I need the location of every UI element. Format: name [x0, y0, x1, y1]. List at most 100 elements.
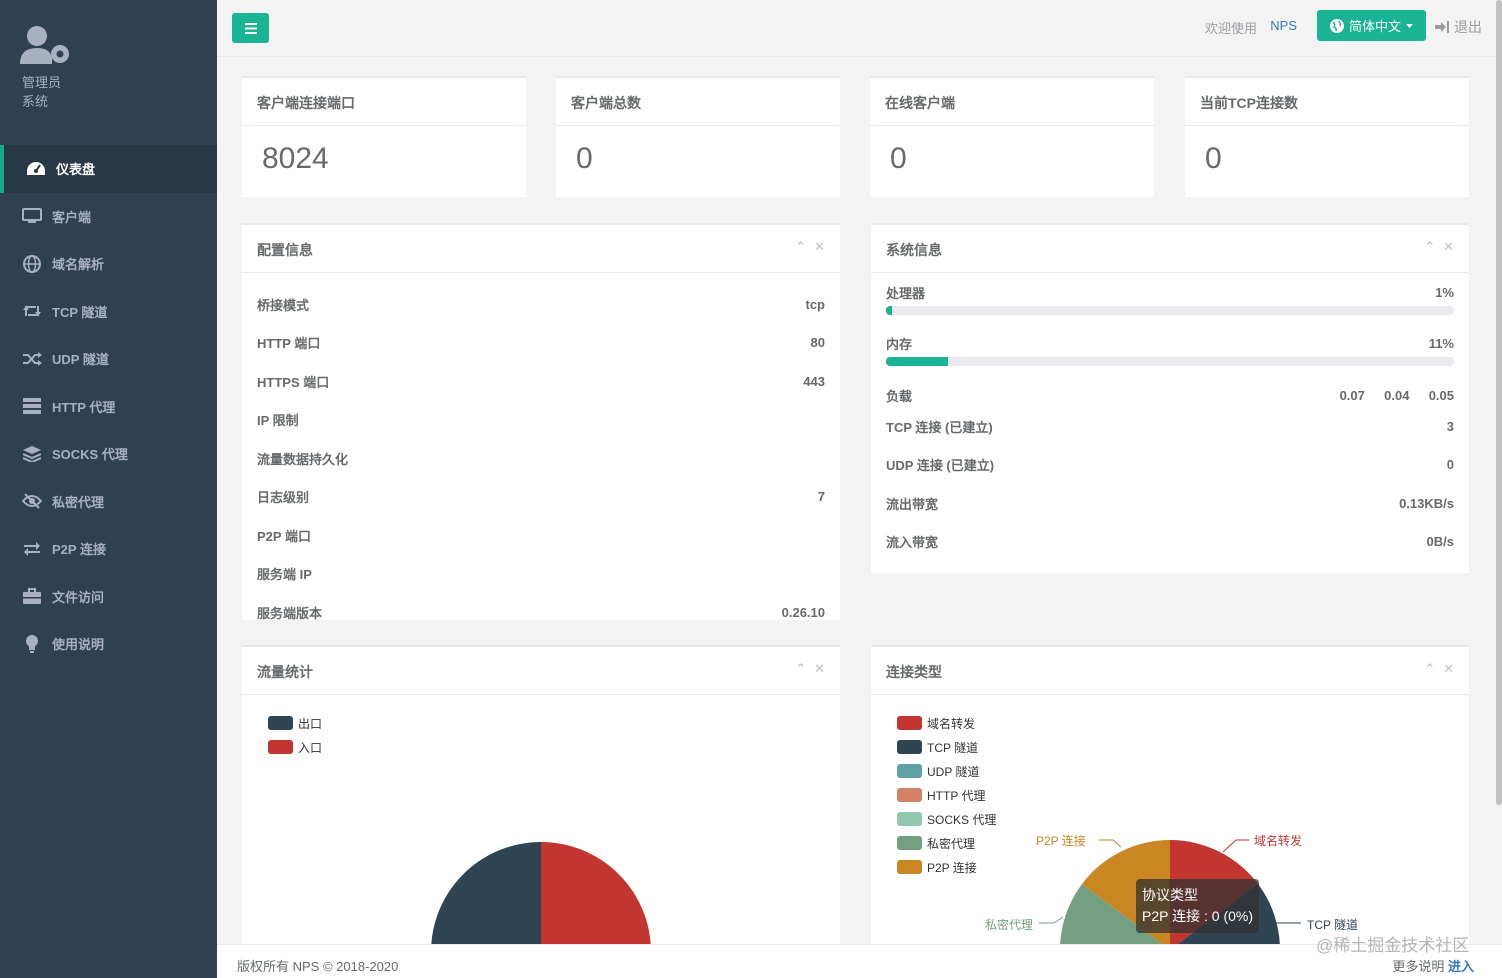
- system-value: 3: [1446, 418, 1454, 434]
- close-icon[interactable]: ✕: [1443, 239, 1454, 254]
- memory-progress-fill: [886, 357, 949, 366]
- legend-item[interactable]: HTTP 代理: [897, 783, 996, 807]
- logout-label: 退出: [1454, 19, 1482, 35]
- sidebar-item-udp[interactable]: UDP 隧道: [0, 335, 217, 383]
- sidebar-item-http[interactable]: HTTP 代理: [0, 383, 217, 431]
- collapse-icon[interactable]: ⌃: [795, 661, 807, 676]
- config-panel: 配置信息 ⌃ ✕ 桥接模式 tcp HTTP 端口 80 HTTPS 端口 443 IP 限…: [242, 223, 840, 621]
- cpu-progress-fill: [886, 306, 892, 315]
- legend-swatch: [897, 860, 922, 874]
- exchange-icon: [22, 540, 42, 558]
- profile-role: 管理员: [22, 75, 62, 90]
- load-label: 负载: [886, 389, 913, 404]
- system-row: 流入带宽 0B/s: [871, 523, 1469, 562]
- legend-label: UDP 隧道: [927, 764, 980, 779]
- globe-icon: [22, 254, 42, 273]
- stat-title: 在线客户端: [870, 78, 1154, 126]
- config-label: 服务端版本: [257, 605, 323, 621]
- sidebar-item-label: P2P 连接: [52, 542, 106, 558]
- config-value: 7: [817, 489, 825, 505]
- legend-item[interactable]: UDP 隧道: [897, 759, 996, 783]
- sidebar-item-clients[interactable]: 客户端: [0, 193, 217, 241]
- sidebar-item-socks[interactable]: SOCKS 代理: [0, 430, 217, 478]
- config-row: IP 限制: [242, 401, 840, 440]
- sidebar-item-dashboard[interactable]: 仪表盘: [0, 145, 217, 193]
- stat-box-port: 客户端连接端口 8024: [242, 76, 526, 197]
- legend-item[interactable]: 入口: [268, 735, 322, 759]
- enter-link[interactable]: 进入: [1447, 959, 1474, 974]
- stat-box-tcp-connections: 当前TCP连接数 0: [1185, 76, 1469, 197]
- config-row: 日志级别 7: [242, 478, 840, 517]
- sidebar-item-private[interactable]: 私密代理: [0, 478, 217, 526]
- system-label: TCP 连接 (已建立): [886, 419, 993, 435]
- profile: 管理员 系统: [0, 0, 217, 145]
- connection-types-panel: 连接类型 ⌃ ✕ 域名转发 TCP 隧道 UDP 隧道 HTTP 代理 SOCKS 代理…: [871, 645, 1469, 945]
- copyright: 版权所有 NPS © 2018-2020: [237, 959, 399, 974]
- footer: 版权所有 NPS © 2018-2020 更多说明 进入: [217, 944, 1502, 978]
- stat-title: 当前TCP连接数: [1185, 78, 1469, 126]
- sidebar-item-label: UDP 隧道: [52, 352, 109, 368]
- pie-slice-out[interactable]: [431, 842, 541, 945]
- collapse-icon[interactable]: ⌃: [1424, 239, 1436, 254]
- config-value: 0.26.10: [781, 604, 825, 620]
- collapse-icon[interactable]: ⌃: [1424, 661, 1436, 676]
- sidebar-item-p2p[interactable]: P2P 连接: [0, 525, 217, 573]
- legend-label: 入口: [298, 740, 323, 755]
- config-row: P2P 端口: [242, 516, 840, 555]
- watermark: @稀土掘金技术社区: [1316, 936, 1470, 955]
- sidebar-item-label: 域名解析: [52, 257, 105, 273]
- config-label: P2P 端口: [257, 528, 311, 544]
- close-icon[interactable]: ✕: [1443, 661, 1454, 676]
- sidebar-item-domain[interactable]: 域名解析: [0, 240, 217, 288]
- brand-link[interactable]: NPS: [1270, 18, 1297, 33]
- legend-swatch: [897, 836, 922, 850]
- legend-item[interactable]: 私密代理: [897, 831, 996, 855]
- sidebar-item-label: 私密代理: [52, 494, 105, 510]
- pie-leader-domain: [1222, 839, 1249, 853]
- topbar: 欢迎使用 NPS 简体中文 退出: [217, 0, 1502, 57]
- sidebar-item-files[interactable]: 文件访问: [0, 573, 217, 621]
- legend-label: 出口: [298, 716, 323, 731]
- config-label: 服务端 IP: [257, 567, 312, 583]
- system-label: UDP 连接 (已建立): [886, 458, 995, 474]
- sidebar-item-label: 仪表盘: [56, 162, 96, 178]
- hamburger-icon: [244, 22, 257, 34]
- config-value: tcp: [805, 296, 826, 312]
- stat-value: 0: [890, 142, 907, 175]
- pie-leader-private: [1039, 916, 1064, 924]
- legend-item[interactable]: 域名转发: [897, 711, 996, 735]
- close-icon[interactable]: ✕: [814, 661, 825, 676]
- sidebar-item-help[interactable]: 使用说明: [0, 620, 217, 668]
- more-info-text: 更多说明: [1392, 959, 1445, 974]
- chart-tooltip: 协议类型 P2P 连接 : 0 (0%): [1136, 879, 1260, 933]
- stat-title: 客户端总数: [556, 78, 840, 126]
- dashboard-icon: [26, 160, 46, 178]
- legend-label: 私密代理: [927, 836, 976, 851]
- pie-label-domain: 域名转发: [1254, 834, 1303, 848]
- legend-item[interactable]: SOCKS 代理: [897, 807, 996, 831]
- user-gear-icon: [20, 26, 69, 64]
- system-list: TCP 连接 (已建立) 3 UDP 连接 (已建立) 0 流出带宽 0.13KB/s 流入…: [871, 407, 1469, 561]
- traffic-legend: 出口 入口: [268, 711, 322, 759]
- legend-item[interactable]: 出口: [268, 711, 322, 735]
- panel-title: 流量统计: [257, 664, 313, 680]
- language-dropdown[interactable]: 简体中文: [1317, 10, 1426, 41]
- sidebar-item-tcp[interactable]: TCP 隧道: [0, 288, 217, 336]
- pie-slice-in[interactable]: [541, 842, 651, 945]
- legend-item[interactable]: TCP 隧道: [897, 735, 996, 759]
- traffic-pie-chart: [431, 842, 651, 945]
- load-1: 0.07: [1339, 388, 1365, 403]
- server-icon: [22, 397, 42, 415]
- config-label: HTTPS 端口: [257, 374, 330, 390]
- collapse-icon[interactable]: ⌃: [795, 239, 807, 254]
- welcome-text: 欢迎使用: [1204, 21, 1257, 36]
- cpu-value: 1%: [1435, 285, 1454, 300]
- menu-toggle-button[interactable]: [232, 13, 269, 43]
- sign-out-icon: [1435, 21, 1449, 33]
- globe-icon: [1329, 18, 1344, 33]
- monitor-icon: [22, 207, 42, 225]
- legend-item[interactable]: P2P 连接: [897, 855, 996, 879]
- logout-link[interactable]: 退出: [1435, 17, 1482, 37]
- close-icon[interactable]: ✕: [814, 239, 825, 254]
- page-scrollbar[interactable]: [1496, 0, 1502, 805]
